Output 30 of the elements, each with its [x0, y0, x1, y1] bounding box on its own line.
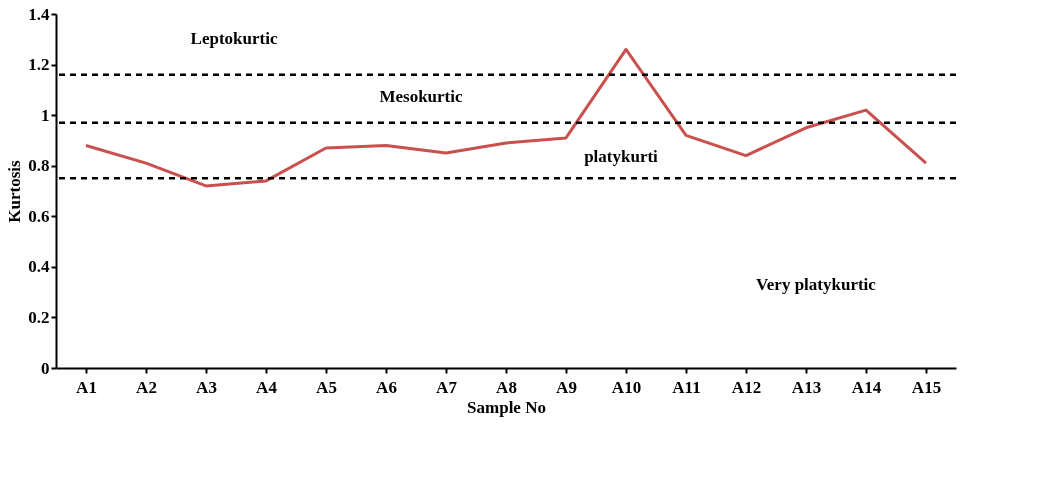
x-tick-label: A9	[556, 377, 577, 397]
x-tick-label: A13	[791, 377, 822, 397]
x-tick-label: A3	[196, 377, 217, 397]
x-tick-label: A5	[316, 377, 337, 397]
annotation: Leptokurtic	[190, 29, 278, 48]
y-tick-label: 0.4	[28, 257, 50, 277]
x-tick-label: A15	[911, 377, 942, 397]
y-tick-label: 1.2	[28, 55, 50, 75]
annotation: platykurti	[584, 147, 659, 166]
y-tick-label: 0.8	[28, 156, 50, 176]
x-tick-label: A10	[611, 377, 642, 397]
y-axis-title: Kurtosis	[5, 159, 25, 223]
x-tick-label: A4	[256, 377, 278, 397]
annotation: Mesokurtic	[379, 87, 463, 106]
x-tick-label: A12	[731, 377, 762, 397]
x-tick-label: A1	[76, 377, 97, 397]
x-tick-label: A7	[436, 377, 458, 397]
y-tick-label: 1.4	[28, 4, 50, 24]
x-tick-label: A6	[376, 377, 397, 397]
annotation: Very platykurtic	[756, 275, 877, 294]
x-tick-label: A2	[136, 377, 157, 397]
y-tick-label: 0	[41, 358, 50, 378]
x-tick-label: A14	[851, 377, 882, 397]
x-axis-title: Sample No	[467, 397, 546, 417]
y-tick-label: 0.6	[28, 206, 50, 226]
line-series	[84, 47, 928, 188]
y-tick-label: 1	[41, 105, 50, 125]
y-tick-label: 0.2	[28, 307, 50, 327]
x-tick-label: A8	[496, 377, 517, 397]
x-tick-label: A11	[672, 377, 701, 397]
